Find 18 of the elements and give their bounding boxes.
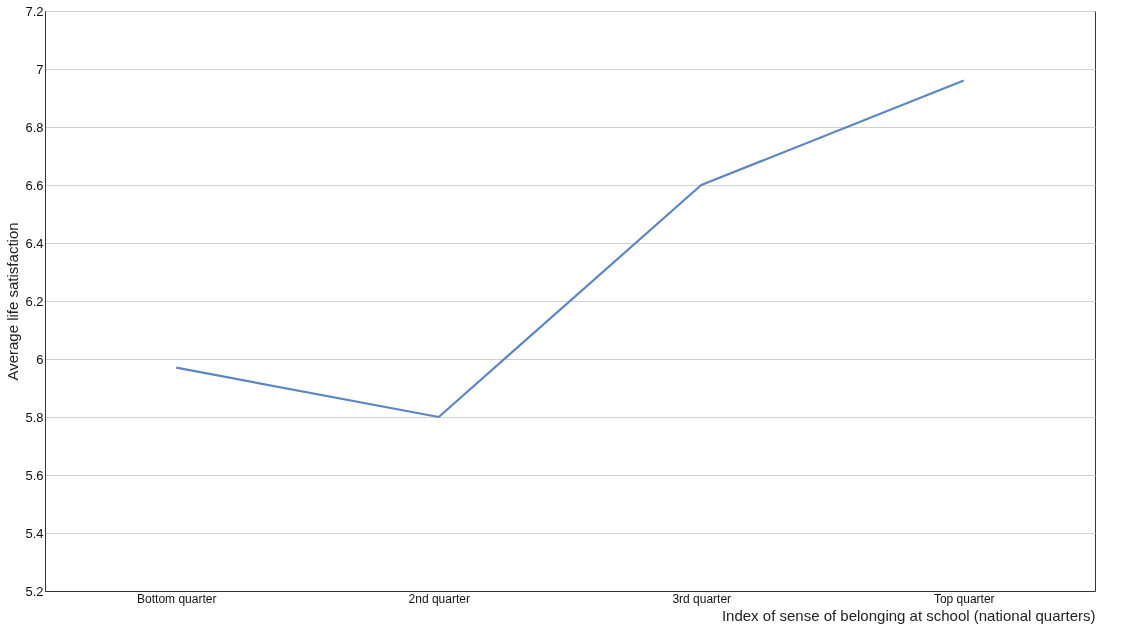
x-axis-title: Index of sense of belonging at school (national quarters): [721, 606, 1096, 624]
x-tick-label: 2nd quarter: [408, 591, 470, 606]
y-tick-label: 6.8: [25, 119, 44, 135]
y-tick-label: 5.4: [25, 525, 44, 541]
y-axis-title: Average life satisfaction: [4, 222, 22, 381]
line-series: [175, 79, 965, 419]
y-tick-label: 6.4: [25, 235, 44, 251]
y-tick-label: 5.8: [25, 409, 44, 425]
y-tick-label: 6.2: [25, 293, 44, 309]
y-tick-label: 7: [36, 61, 44, 77]
y-tick-label: 7.2: [25, 3, 44, 19]
x-tick-label: Top quarter: [933, 591, 995, 606]
y-tick-label: 6.6: [25, 177, 44, 193]
y-tick-label: 5.6: [25, 467, 44, 483]
x-tick-label: 3rd quarter: [672, 591, 732, 606]
x-tick-label: Bottom quarter: [137, 591, 217, 606]
y-tick-label: 5.2: [25, 583, 44, 599]
y-tick-label: 6: [36, 351, 44, 367]
